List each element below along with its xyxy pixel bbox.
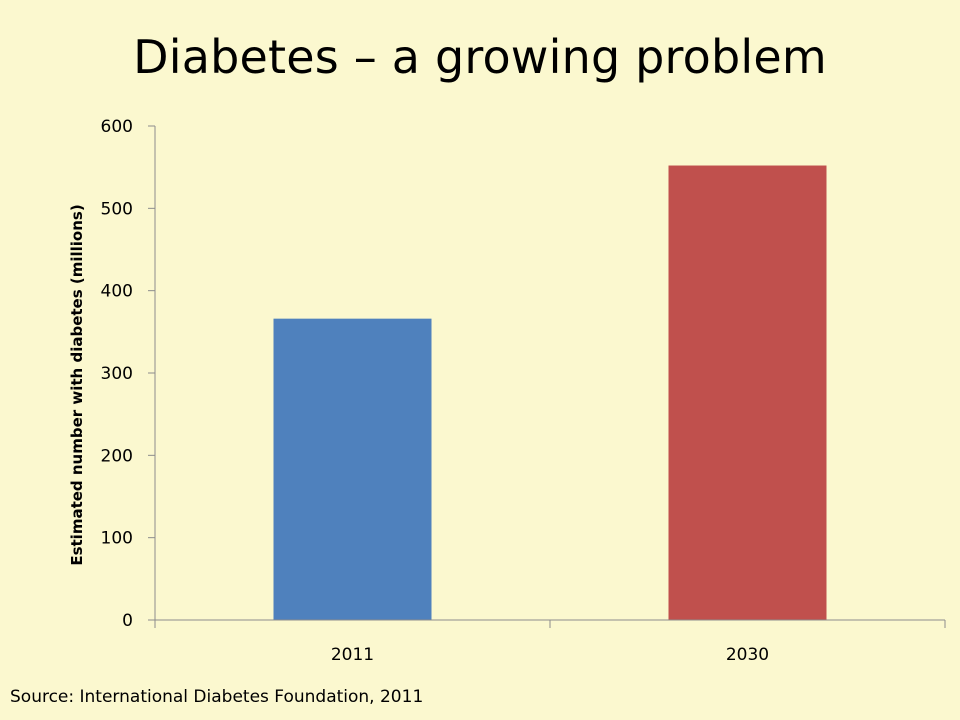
y-tick-label: 600 — [101, 117, 133, 137]
y-axis-title: Estimated number with diabetes (millions… — [68, 204, 86, 565]
bar-2011 — [273, 318, 432, 620]
x-tick-label: 2011 — [331, 645, 374, 665]
y-axis-ticks: 0 100 200 300 400 500 600 — [101, 117, 155, 631]
slide-title: Diabetes – a growing problem — [133, 30, 827, 84]
x-tick-label: 2030 — [726, 645, 769, 665]
y-tick-label: 300 — [101, 364, 133, 384]
y-tick-label: 500 — [101, 199, 133, 219]
bars — [273, 165, 827, 620]
y-tick-label: 0 — [122, 611, 133, 631]
y-tick-label: 400 — [101, 282, 133, 302]
x-axis-ticks: 2011 2030 — [154, 620, 946, 665]
y-tick-label: 100 — [101, 529, 133, 549]
y-tick-label: 200 — [101, 446, 133, 466]
source-note: Source: International Diabetes Foundatio… — [10, 687, 424, 707]
bar-2030 — [668, 165, 827, 620]
